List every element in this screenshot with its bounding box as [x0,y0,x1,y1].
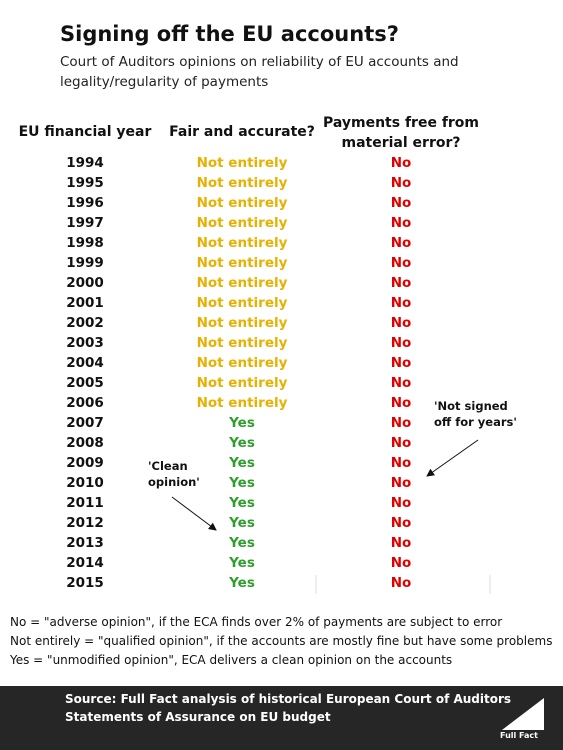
opinion: No [390,275,412,291]
column-header: Fair and accurate? [169,124,315,140]
opinion: Not entirely [196,255,288,271]
year: 2001 [66,295,104,311]
subtitle: legality/regularity of payments [60,74,269,90]
opinion: Yes [229,435,255,451]
opinion: Yes [229,455,255,471]
year: 2004 [66,355,104,371]
annotation: 'Clean [148,459,188,473]
note: No = "adverse opinion", if the ECA finds… [10,615,503,629]
year: 1997 [66,215,104,231]
year: 2014 [66,555,104,571]
source-text: Full Fact analysis of historical Europea… [116,692,512,706]
opinion: Yes [229,495,255,511]
opinion: Not entirely [196,375,288,391]
opinion: Not entirely [196,355,288,371]
column-header: EU financial year [18,124,152,140]
opinion: Not entirely [196,395,288,411]
year: 2003 [66,335,104,351]
opinion: No [390,315,412,331]
footer: Source: Full Fact analysis of historical… [0,686,563,750]
opinion: Not entirely [196,155,288,171]
opinion: Not entirely [196,175,288,191]
year: 2009 [66,455,104,471]
year: 1999 [66,255,104,271]
opinion: No [390,555,412,571]
logo: Full Fact [500,698,544,740]
opinion: No [390,475,412,491]
opinion: Yes [229,515,255,531]
opinion: Yes [229,575,255,591]
year: 2013 [66,535,104,551]
source-label: Source: [65,692,117,706]
opinion: No [390,255,412,271]
year: 2002 [66,315,104,331]
opinion: No [390,335,412,351]
opinion: No [390,355,412,371]
year: 1998 [66,235,104,251]
opinion: No [390,495,412,511]
annotation-layer [171,439,491,594]
opinion: Not entirely [196,275,288,291]
year: 2010 [66,475,104,491]
annotation: 'Not signed [434,399,508,413]
year: 2005 [66,375,104,391]
opinion: Not entirely [196,215,288,231]
year: 1996 [66,195,104,211]
opinion: No [390,375,412,391]
year: 2008 [66,435,104,451]
year: 2012 [66,515,104,531]
opinion: Not entirely [196,335,288,351]
year: 1994 [66,155,104,171]
opinion: No [390,455,412,471]
opinion: Yes [229,415,255,431]
opinion: No [390,535,412,551]
opinion: No [390,395,412,411]
opinion: Yes [229,555,255,571]
arrow [426,439,479,477]
arrow [171,496,217,531]
opinion: No [390,175,412,191]
year: 2015 [66,575,104,591]
opinion: No [390,415,412,431]
opinion: No [390,235,412,251]
year: 2006 [66,395,104,411]
column-header: material error? [341,135,461,151]
annotation: off for years' [434,415,517,429]
title: Signing off the EU accounts? [60,22,399,46]
opinion: No [390,515,412,531]
opinion: Not entirely [196,315,288,331]
opinion: No [390,195,412,211]
opinion: Yes [229,475,255,491]
subtitle: Court of Auditors opinions on reliabilit… [60,54,459,70]
opinion: No [390,155,412,171]
opinion: No [390,435,412,451]
source-text: Statements of Assurance on EU budget [65,710,331,724]
year: 2011 [66,495,104,511]
column-header: Payments free from [322,115,480,131]
annotation: opinion' [148,475,200,489]
opinion: Not entirely [196,235,288,251]
opinion: Not entirely [196,295,288,311]
opinion: No [390,295,412,311]
year: 2000 [66,275,104,291]
year: 1995 [66,175,104,191]
note: Yes = "unmodified opinion", ECA delivers… [10,653,453,667]
opinion: No [390,575,412,591]
logo-text: Full Fact [500,731,538,740]
opinion: No [390,215,412,231]
opinion: Yes [229,535,255,551]
opinion: Not entirely [196,195,288,211]
note: Not entirely = "qualified opinion", if t… [10,634,553,648]
year: 2007 [66,415,104,431]
